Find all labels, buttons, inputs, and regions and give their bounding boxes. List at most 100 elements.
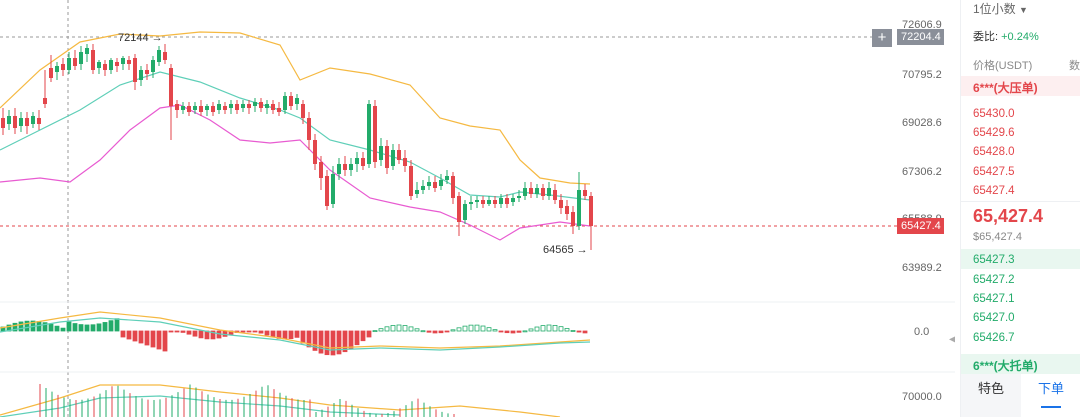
big-buy-order-label[interactable]: 6***(大托单) xyxy=(973,359,1038,373)
oscillator-bar xyxy=(126,330,132,340)
big-sell-order-label[interactable]: 6***(大压单) xyxy=(973,81,1038,95)
candle-body xyxy=(427,182,431,186)
oscillator-bar xyxy=(462,325,468,332)
oscillator-bar xyxy=(252,330,258,333)
oscillator-bar xyxy=(90,324,96,332)
max-price-annotation: 72144 → xyxy=(118,32,163,44)
candle-body xyxy=(379,146,383,160)
oscillator-bar xyxy=(492,329,498,332)
oscillator-bar xyxy=(438,330,444,334)
bid-row[interactable]: 65427.0 xyxy=(973,312,1015,324)
candle-body xyxy=(403,158,407,166)
oscillator-bar xyxy=(108,320,114,332)
oscillator-bar xyxy=(378,328,384,332)
candle-body xyxy=(463,204,467,220)
candle-body xyxy=(409,166,413,196)
bid-row[interactable]: 65427.3 xyxy=(973,254,1015,266)
oscillator-bar xyxy=(546,324,552,332)
candle-body xyxy=(529,188,533,194)
middle-band-line xyxy=(0,71,591,201)
arrow-right-icon: → xyxy=(151,32,163,44)
oscillator-bar xyxy=(180,330,186,333)
bid-row[interactable]: 65426.7 xyxy=(973,332,1015,344)
candle-body xyxy=(457,196,461,222)
candle-body xyxy=(541,188,545,196)
oscillator-bar xyxy=(426,330,432,333)
oscillator-bar xyxy=(78,324,84,332)
candle-body xyxy=(79,52,83,64)
candle-body xyxy=(583,190,587,196)
candle-body xyxy=(7,116,11,124)
add-price-line-button[interactable]: + xyxy=(872,29,892,47)
candle-body xyxy=(445,176,449,180)
tab-special[interactable]: 特色 xyxy=(961,374,1021,417)
candle-body xyxy=(277,108,281,112)
candle-body xyxy=(103,64,107,70)
ask-row[interactable]: 65429.6 xyxy=(973,127,1015,139)
bid-row[interactable]: 65427.2 xyxy=(973,274,1015,286)
oscillator-bar xyxy=(156,330,162,350)
arrow-right-icon: → xyxy=(576,244,588,256)
oscillator-bar xyxy=(72,323,78,332)
candle-body xyxy=(499,198,503,204)
oscillator-bar xyxy=(330,330,336,356)
ask-row[interactable]: 65428.0 xyxy=(973,146,1015,158)
candle-body xyxy=(67,58,71,70)
candle-body xyxy=(487,200,491,204)
oscillator-bar xyxy=(468,324,474,332)
order-ratio: 委比: +0.24% xyxy=(973,28,1039,44)
oscillator-bar xyxy=(450,329,456,332)
candle-body xyxy=(373,106,377,162)
oscillator-bar xyxy=(324,330,330,356)
bid-row[interactable]: 65427.1 xyxy=(973,293,1015,305)
candle-body xyxy=(475,200,479,202)
candle-body xyxy=(115,62,119,66)
oscillator-bar xyxy=(336,330,342,355)
candle-body xyxy=(157,50,161,62)
oscillator-bar xyxy=(84,324,90,332)
candle-body xyxy=(55,66,59,72)
big-sell-band xyxy=(961,76,1080,96)
candle-body xyxy=(151,60,155,72)
oscillator-bar xyxy=(282,330,288,340)
candle-body xyxy=(307,118,311,140)
candle-body xyxy=(193,106,197,110)
candle-body xyxy=(517,196,521,198)
tab-place-order[interactable]: 下单 xyxy=(1021,374,1080,417)
price-axis-label: 72606.9 xyxy=(902,19,942,31)
upper-band-line xyxy=(0,31,591,185)
oscillator-bar xyxy=(360,330,366,342)
volume-axis-label: 70000.0 xyxy=(902,391,942,403)
oscillator-bar xyxy=(306,330,312,348)
candle-body xyxy=(181,106,185,110)
oscillator-axis-label: 0.0 xyxy=(914,326,930,338)
oscillator-bar xyxy=(570,330,576,332)
ask-row[interactable]: 65427.5 xyxy=(973,166,1015,178)
best-bid-band xyxy=(961,249,1080,269)
candle-body xyxy=(211,106,215,112)
oscillator-bar xyxy=(576,330,582,333)
candle-body xyxy=(481,200,485,204)
oscillator-bar xyxy=(348,330,354,349)
candle-body xyxy=(439,180,443,186)
candle-body xyxy=(259,102,263,108)
candle-body xyxy=(319,162,323,178)
ask-row[interactable]: 65430.0 xyxy=(973,108,1015,120)
candle-body xyxy=(19,118,23,126)
oscillator-bar xyxy=(198,330,204,339)
candle-body xyxy=(163,52,167,60)
chart-canvas[interactable] xyxy=(0,0,955,417)
candle-body xyxy=(523,188,527,196)
oscillator-bar xyxy=(390,325,396,332)
oscillator-bar xyxy=(168,330,174,333)
order-ratio-label: 委比: xyxy=(973,31,999,43)
candle-body xyxy=(85,48,89,54)
candle-body xyxy=(235,104,239,110)
oscillator-bar xyxy=(300,330,306,344)
ask-row[interactable]: 65427.4 xyxy=(973,185,1015,197)
candle-body xyxy=(469,202,473,204)
panel-collapse-icon[interactable]: ◀ xyxy=(949,334,955,345)
candle-body xyxy=(73,58,77,66)
precision-dropdown[interactable]: 1位小数 ▼ xyxy=(973,0,1028,17)
kline-chart[interactable]: 72606.9 70795.2 69028.6 67306.2 65588.9 … xyxy=(0,0,955,417)
